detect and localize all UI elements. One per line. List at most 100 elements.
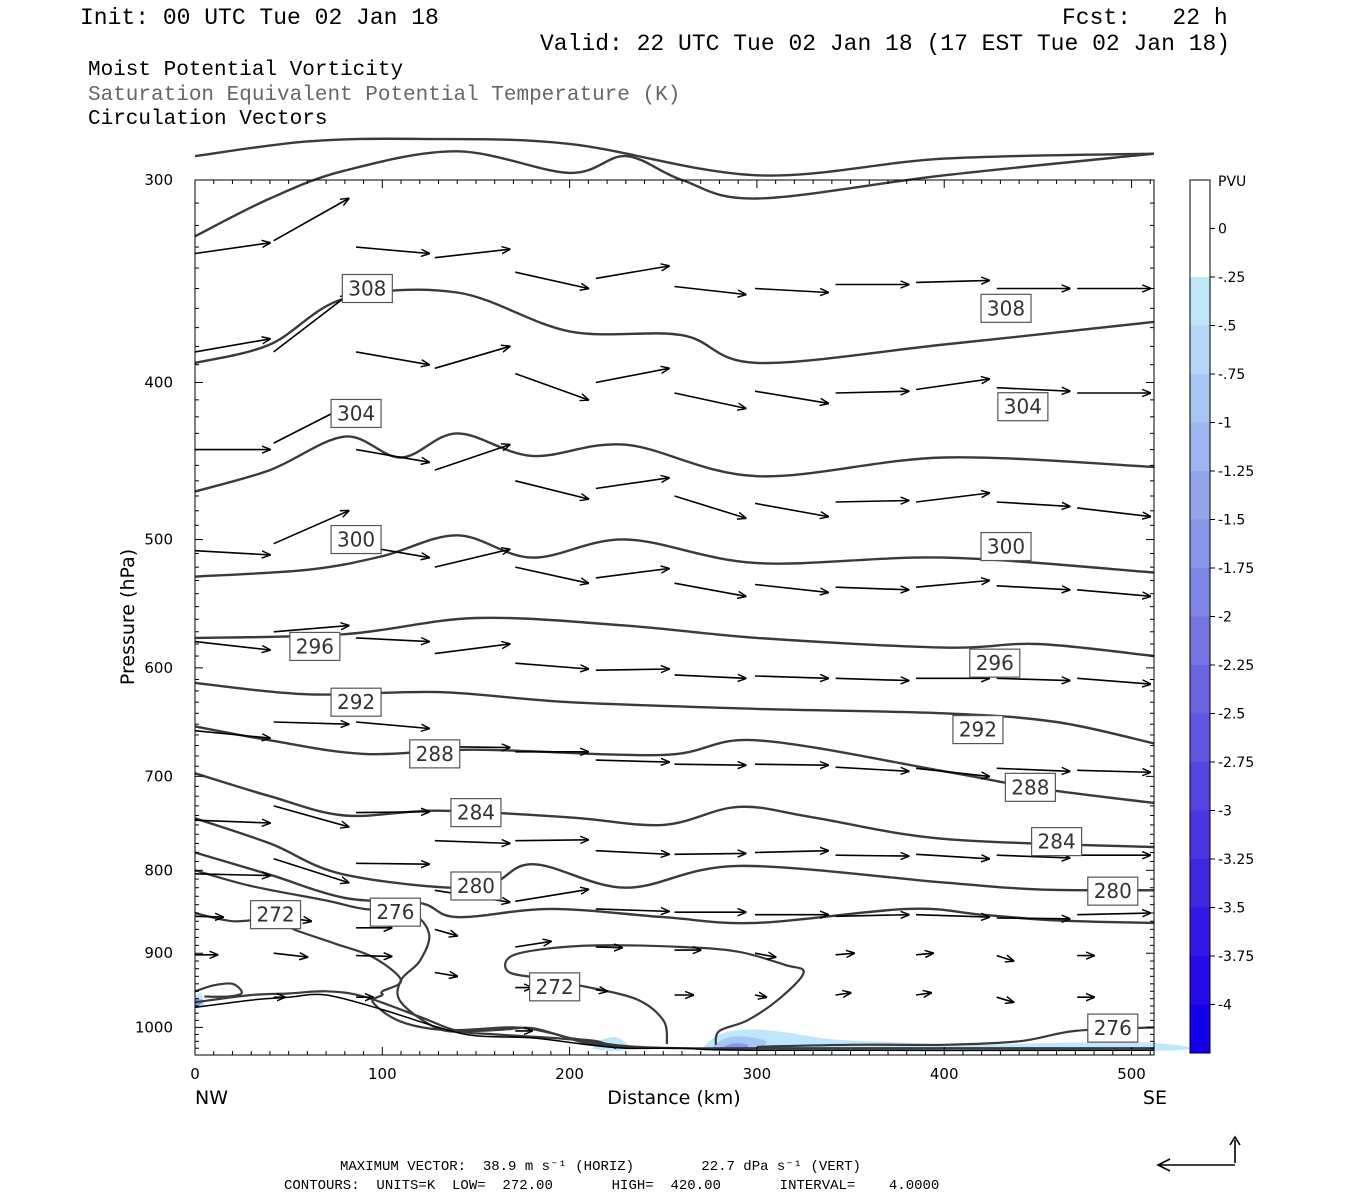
y-tick-label: 900 xyxy=(144,944,173,962)
circulation-vector-arrow xyxy=(194,640,270,650)
circulation-vector-arrow xyxy=(434,346,510,370)
circulation-vector-arrow xyxy=(915,993,931,995)
colorbar-tick-label: -1.25 xyxy=(1218,464,1254,480)
circulation-vector-arrow xyxy=(194,339,270,353)
circulation-vector-arrow xyxy=(356,721,429,729)
contour-label: 308 xyxy=(987,296,1025,320)
y-tick-label: 300 xyxy=(144,171,173,189)
circulation-vector-arrow xyxy=(754,390,828,403)
colorbar-tick-label: -3.75 xyxy=(1218,949,1254,965)
colorbar-swatch xyxy=(1190,713,1210,763)
plot-axes xyxy=(194,179,1155,1056)
y-tick-label: 500 xyxy=(144,531,173,549)
circulation-vector-arrow xyxy=(356,638,429,642)
x-axis-title: Distance (km) xyxy=(607,1087,740,1109)
circulation-vector-arrow xyxy=(916,280,989,282)
x-axis-left-label: NW xyxy=(195,1087,228,1109)
valid-time: Valid: 22 UTC Tue 02 Jan 18 (17 EST Tue … xyxy=(540,31,1231,57)
x-tick-label: 100 xyxy=(368,1065,397,1083)
y-tick-label: 800 xyxy=(144,861,173,879)
contour-label-box xyxy=(330,524,382,555)
forecast-hour: Fcst: 22 h xyxy=(1062,5,1228,31)
contour-label: 288 xyxy=(416,742,454,766)
circulation-vector-arrow xyxy=(434,841,510,844)
contour-label: 304 xyxy=(1004,395,1042,419)
circulation-vector-arrow xyxy=(273,199,349,242)
circulation-vector-arrow xyxy=(996,855,1070,858)
circulation-vector-arrow xyxy=(515,889,588,903)
field-theta-es-title: Saturation Equivalent Potential Temperat… xyxy=(88,84,681,107)
theta-es-contour xyxy=(194,869,617,1050)
circulation-vector-arrow xyxy=(754,851,828,853)
circulation-vector-arrow xyxy=(515,662,588,669)
contour-label-box xyxy=(341,273,393,304)
colorbar-tick-label: -.75 xyxy=(1218,367,1245,383)
circulation-vector-arrow xyxy=(595,909,669,912)
contour-label: 300 xyxy=(337,528,375,552)
colorbar-swatch xyxy=(1190,471,1210,520)
circulation-vector-arrow xyxy=(674,285,746,295)
theta-es-contour xyxy=(194,817,1155,892)
circulation-vector-arrow xyxy=(515,566,588,583)
y-tick-label: 1000 xyxy=(135,1018,173,1036)
circulation-vector-arrow xyxy=(835,501,909,503)
circulation-vector-arrow xyxy=(674,675,746,678)
y-tick-label: 400 xyxy=(144,373,173,391)
max-vector-note: MAXIMUM VECTOR: 38.9 m s⁻¹ (HORIZ) 22.7 … xyxy=(340,1159,861,1175)
circulation-vector-arrow xyxy=(194,820,270,823)
circulation-vector-arrow xyxy=(595,947,622,948)
contour-label: 272 xyxy=(536,975,574,999)
circulation-vector-arrow xyxy=(1077,770,1150,772)
circulation-vector-arrow xyxy=(996,918,1070,919)
circulation-vectors xyxy=(194,199,1150,1031)
contour-label: 296 xyxy=(296,634,334,658)
circulation-vector-arrow xyxy=(835,915,909,917)
colorbar-swatch xyxy=(1190,422,1210,472)
theta-es-contour xyxy=(194,534,1155,578)
circulation-vector-arrow xyxy=(835,587,909,590)
colorbar-tick-label: -2.75 xyxy=(1218,755,1254,771)
theta-es-contour xyxy=(194,616,1155,658)
pv-shading xyxy=(195,992,1192,1052)
contour-label-box xyxy=(289,631,341,662)
circulation-vector-arrow xyxy=(273,295,349,353)
contour-label-box xyxy=(1031,827,1083,857)
contour-info-note: CONTOURS: UNITS=K LOW= 272.00 HIGH= 420.… xyxy=(284,1178,940,1194)
contour-label-box xyxy=(369,897,422,927)
circulation-vector-arrow xyxy=(996,997,1014,1002)
circulation-vector-arrow xyxy=(595,760,669,762)
colorbar-swatch xyxy=(1190,762,1210,811)
circulation-vector-arrow xyxy=(754,502,828,516)
circulation-vector-arrow xyxy=(754,953,776,957)
colorbar-tick-label: -3.25 xyxy=(1218,852,1254,868)
circulation-vector-arrow xyxy=(916,493,989,503)
circulation-vector-arrow xyxy=(754,764,828,765)
colorbar-tick-label: -.5 xyxy=(1218,319,1236,335)
circulation-vector-arrow xyxy=(674,764,746,765)
colorbar-tick-label: -1 xyxy=(1218,416,1232,432)
circulation-vector-arrow xyxy=(835,993,851,995)
circulation-vector-arrow xyxy=(194,874,270,876)
contour-label-box xyxy=(330,687,382,717)
contour-label: 284 xyxy=(1038,830,1076,854)
circulation-vector-arrow xyxy=(835,678,909,680)
theta-es-contours xyxy=(194,137,1155,1052)
colorbar-tick-label: -4 xyxy=(1218,998,1232,1014)
theta-es-contour xyxy=(194,288,1155,365)
contour-label: 288 xyxy=(1011,775,1049,799)
circulation-vector-arrow xyxy=(273,805,349,827)
colorbar-swatch xyxy=(1190,665,1210,714)
circulation-vector-arrow xyxy=(996,678,1070,680)
y-tick-label: 700 xyxy=(144,767,173,785)
circulation-vector-arrow xyxy=(996,956,1014,961)
x-tick-label: 200 xyxy=(555,1065,584,1083)
circulation-vector-arrow xyxy=(434,249,510,259)
circulation-vector-arrow xyxy=(754,583,828,593)
circulation-vector-arrow xyxy=(273,511,349,545)
circulation-vector-arrow xyxy=(515,840,588,841)
theta-es-contour xyxy=(194,982,243,998)
colorbar-swatch xyxy=(1190,519,1210,569)
plot-frame xyxy=(194,179,1155,1056)
circulation-vector-arrow xyxy=(1077,589,1150,597)
circulation-vector-arrow xyxy=(916,853,989,859)
